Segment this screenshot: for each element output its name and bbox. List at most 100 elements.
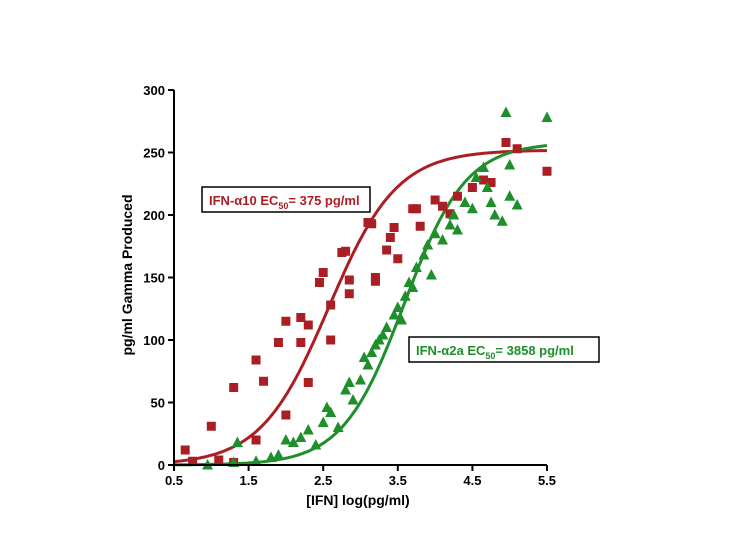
data-point-square <box>501 138 511 147</box>
annotation-suffix: = 375 pg/ml <box>288 193 359 208</box>
data-point-square <box>479 175 489 185</box>
data-point-triangle <box>388 309 400 320</box>
data-point-square <box>251 435 261 445</box>
data-point-square <box>430 195 440 205</box>
annotation-prefix: IFN-α2a EC <box>416 343 486 358</box>
axes <box>173 90 547 466</box>
y-axis-title: pg/ml Gamma Produced <box>119 194 135 355</box>
data-point-square <box>389 223 399 232</box>
data-point-square <box>281 410 291 420</box>
data-point-square <box>393 254 403 264</box>
data-point-triangle <box>429 227 441 239</box>
x-tick-label: 1.5 <box>240 473 258 488</box>
annotation-ifn-alpha2a: IFN-α2a EC50= 3858 pg/ml <box>408 336 600 363</box>
y-tick-label: 150 <box>143 271 165 286</box>
annotation-ifn-alpha10: IFN-α10 EC50= 375 pg/ml <box>201 186 371 213</box>
data-point-triangle <box>396 314 408 325</box>
data-point-triangle <box>362 359 374 370</box>
annotation-subscript: 50 <box>278 201 288 211</box>
data-point-triangle <box>511 199 523 210</box>
annotation-suffix: = 3858 pg/ml <box>495 343 573 358</box>
data-point-triangle <box>280 434 292 445</box>
data-point-triangle <box>377 329 389 340</box>
data-point-triangle <box>399 290 411 301</box>
data-point-square <box>370 273 380 282</box>
data-point-square <box>259 376 269 386</box>
data-point-square <box>512 144 522 154</box>
data-point-triangle <box>325 406 337 417</box>
data-point-square <box>344 289 354 299</box>
data-point-square <box>273 338 283 347</box>
data-point-triangle <box>355 374 366 385</box>
data-point-triangle <box>478 161 490 172</box>
annotation-subscript: 50 <box>485 351 495 361</box>
data-point-square <box>314 278 324 287</box>
data-point-triangle <box>437 234 449 245</box>
data-point-triangle <box>504 159 516 170</box>
data-point-triangle <box>250 455 262 466</box>
data-point-triangle <box>310 439 322 450</box>
x-tick-label: 2.5 <box>314 473 332 488</box>
data-point-triangle <box>381 321 393 332</box>
annotation-box <box>201 186 371 213</box>
data-point-triangle <box>500 106 512 117</box>
data-point-triangle <box>466 202 478 214</box>
data-point-triangle <box>422 239 434 250</box>
data-point-triangle <box>541 111 553 122</box>
data-point-triangle <box>481 181 493 192</box>
data-point-triangle <box>366 346 378 357</box>
x-axis-title: [IFN] log(pg/ml) <box>306 492 409 508</box>
data-point-triangle <box>358 351 370 362</box>
data-point-square <box>214 455 224 465</box>
data-point-square <box>445 209 455 219</box>
axis-ticks: 0.5 1.5 2.5 3.5 4.5 5.5 0 50 100 150 200 250 300 <box>143 83 556 488</box>
annotation-box <box>408 336 600 363</box>
data-point-triangle <box>459 196 471 207</box>
data-point-square <box>452 191 462 201</box>
data-point-square <box>486 178 496 187</box>
data-point-triangle <box>317 416 329 427</box>
data-point-square <box>206 421 216 431</box>
data-point-triangle <box>295 431 307 442</box>
data-point-triangle <box>347 394 359 405</box>
y-tick-label: 50 <box>151 396 165 411</box>
data-point-square <box>467 183 477 192</box>
data-point-square <box>296 338 306 347</box>
data-point-square <box>296 313 306 322</box>
data-point-triangle <box>340 384 352 395</box>
x-tick-label: 3.5 <box>389 473 407 488</box>
data-point-square <box>326 335 336 345</box>
annotation-prefix: IFN-α10 EC <box>209 193 279 208</box>
data-point-triangle <box>272 449 284 460</box>
data-point-square <box>303 378 313 387</box>
data-point-triangle <box>451 224 463 235</box>
data-point-triangle <box>287 436 299 447</box>
data-point-triangle <box>231 436 243 447</box>
data-point-square <box>382 245 392 255</box>
data-point-square <box>385 233 395 242</box>
data-point-triangle <box>332 421 344 432</box>
data-point-triangle <box>302 424 314 435</box>
svg-text:IFN-α2a EC50= 3858 pg/ml: IFN-α2a EC50= 3858 pg/ml <box>416 343 574 361</box>
data-point-square <box>438 201 448 211</box>
data-point-square <box>542 166 552 176</box>
y-tick-label: 250 <box>143 146 165 161</box>
data-point-triangle <box>392 301 404 312</box>
data-point-triangle <box>410 261 422 272</box>
x-tick-label: 4.5 <box>463 473 481 488</box>
data-point-square <box>251 355 261 365</box>
data-point-square <box>281 316 291 326</box>
data-point-triangle <box>425 269 437 280</box>
data-point-square <box>229 383 239 392</box>
data-point-square <box>344 275 354 285</box>
data-point-square <box>326 300 336 310</box>
data-point-triangle <box>489 209 501 220</box>
data-point-triangle <box>496 215 508 226</box>
data-point-square <box>341 246 351 256</box>
data-point-square <box>303 320 313 330</box>
x-tick-label: 0.5 <box>165 473 183 488</box>
data-point-triangle <box>418 249 430 260</box>
data-point-triangle <box>407 281 419 292</box>
x-tick-label: 5.5 <box>538 473 556 488</box>
